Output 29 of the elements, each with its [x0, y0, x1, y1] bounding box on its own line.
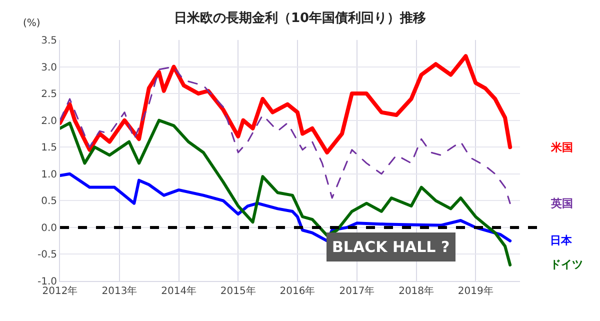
- text: 日本: [550, 234, 573, 247]
- y-tick-label: 1.5: [41, 142, 57, 154]
- line-series: [60, 172, 512, 242]
- y-tick-label: 2.0: [41, 116, 57, 127]
- y-tick-label: -0.5: [37, 250, 57, 261]
- x-tick-label: 2017年: [339, 285, 375, 297]
- line-series: [60, 54, 512, 154]
- x-tick-label: 2012年: [42, 285, 78, 297]
- text: 英国: [550, 197, 573, 210]
- text: 米国: [550, 141, 573, 154]
- x-tick-label: 2014年: [161, 285, 197, 297]
- x-tick-label: 2013年: [102, 285, 138, 297]
- line-series: [60, 66, 511, 204]
- y-tick-label: 3.5: [41, 36, 57, 46]
- chart-title: 日米欧の長期金利（10年国債利回り）推移: [174, 10, 426, 26]
- y-tick-label: 1.0: [41, 169, 57, 180]
- y-tick-label: 3.0: [41, 62, 57, 74]
- x-tick-label: 2015年: [220, 285, 256, 297]
- x-tick-label: 2019年: [458, 285, 494, 297]
- x-tick-label: 2018年: [398, 285, 434, 297]
- y-tick-label: 2.5: [41, 89, 57, 100]
- y-axis-title: (%): [23, 18, 40, 29]
- y-tick-label: 0.0: [41, 222, 57, 234]
- x-tick-label: 2016年: [280, 285, 316, 297]
- y-tick-label: -1.0: [37, 276, 57, 288]
- text: ドイツ: [550, 258, 583, 271]
- y-tick-label: 0.5: [41, 196, 57, 208]
- line-series: [60, 118, 512, 266]
- annotation: BLACK HALL ?: [332, 238, 450, 256]
